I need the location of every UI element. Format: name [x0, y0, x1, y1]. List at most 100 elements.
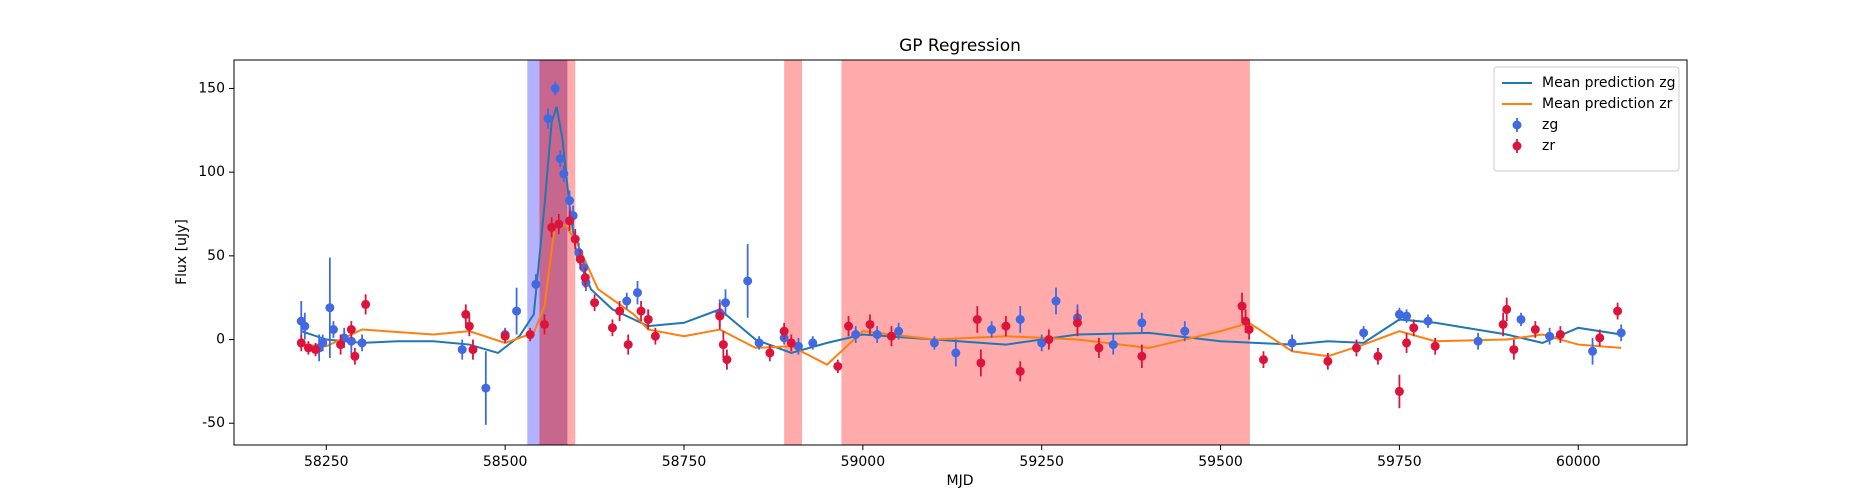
data-point: [1051, 296, 1061, 306]
legend-box: [1493, 66, 1680, 172]
x-tick-label: 60000: [1556, 454, 1601, 470]
y-axis-label: Flux [uJy]: [174, 219, 190, 285]
data-point: [1015, 366, 1025, 376]
data-point: [615, 306, 625, 316]
data-point: [632, 288, 642, 298]
data-point: [1351, 343, 1361, 353]
data-point: [565, 216, 575, 226]
data-point: [1258, 355, 1268, 365]
data-point: [346, 336, 356, 346]
y-tick-label: 0: [216, 332, 225, 348]
data-point: [325, 303, 335, 313]
data-point: [1037, 338, 1047, 348]
data-point: [1287, 338, 1297, 348]
data-point: [844, 321, 854, 331]
legend-label: zr: [1542, 138, 1555, 154]
data-point: [539, 319, 549, 329]
data-point: [1588, 346, 1598, 356]
data-point: [525, 330, 535, 340]
data-point: [765, 348, 775, 358]
legend-label: zg: [1542, 117, 1558, 133]
data-point: [754, 338, 764, 348]
data-point: [357, 338, 367, 348]
data-point: [976, 358, 986, 368]
data-point: [1473, 336, 1483, 346]
data-point: [1430, 341, 1440, 351]
data-point: [987, 325, 997, 334]
x-tick-label: 58250: [304, 454, 349, 470]
plot-area: [296, 60, 1626, 445]
data-point: [622, 296, 632, 306]
shaded-span: [841, 60, 1250, 445]
legend-swatch: [1512, 141, 1522, 151]
data-point: [1545, 331, 1555, 341]
y-tick-label: 50: [207, 248, 225, 264]
data-point: [1516, 314, 1526, 324]
data-point: [1015, 314, 1025, 324]
data-point: [1613, 306, 1623, 316]
data-point: [972, 314, 982, 324]
data-point: [1137, 318, 1147, 328]
data-point: [722, 355, 732, 365]
shaded-span: [539, 60, 568, 445]
data-point: [550, 83, 560, 93]
data-point: [1072, 318, 1082, 328]
data-point: [555, 154, 565, 164]
data-point: [1555, 330, 1565, 340]
x-tick-label: 59000: [841, 454, 886, 470]
data-point: [718, 340, 728, 350]
data-point: [570, 234, 580, 244]
data-point: [1498, 319, 1508, 329]
data-point: [833, 361, 843, 371]
data-point: [1394, 386, 1404, 396]
data-point: [575, 254, 585, 264]
data-point: [1244, 325, 1254, 334]
data-point: [350, 351, 360, 361]
data-point: [808, 338, 818, 348]
data-point: [1359, 328, 1369, 338]
data-point: [1509, 345, 1519, 355]
data-point: [951, 348, 961, 358]
data-point: [565, 196, 575, 206]
data-point: [559, 169, 569, 179]
x-axis-label: MJD: [947, 473, 974, 489]
x-tick-label: 59500: [1198, 454, 1243, 470]
data-point: [531, 279, 541, 289]
mean-line: [300, 106, 1622, 355]
data-point: [512, 306, 522, 316]
data-point: [590, 298, 600, 308]
y-tick-label: 100: [198, 164, 225, 180]
x-tick-label: 59250: [1019, 454, 1064, 470]
legend-label: Mean prediction zr: [1542, 96, 1673, 112]
data-point: [743, 276, 753, 286]
data-point: [300, 321, 310, 331]
data-point: [623, 340, 633, 350]
data-point: [1595, 333, 1605, 343]
data-point: [894, 326, 904, 336]
data-point: [1237, 301, 1247, 311]
data-point: [303, 343, 313, 353]
data-point: [872, 330, 882, 340]
shaded-span: [527, 60, 540, 445]
data-point: [1423, 316, 1433, 326]
data-point: [580, 273, 590, 283]
data-point: [1402, 311, 1412, 321]
data-point: [1402, 338, 1412, 348]
data-point: [1394, 309, 1404, 319]
data-point: [1137, 351, 1147, 361]
data-point: [650, 331, 660, 341]
chart-title: GP Regression: [899, 36, 1021, 56]
data-point: [1373, 351, 1383, 361]
data-point: [865, 319, 875, 329]
data-point: [1323, 356, 1333, 366]
data-point: [786, 338, 796, 348]
legend-swatch: [1512, 120, 1522, 130]
data-point: [543, 114, 553, 124]
data-point: [643, 314, 653, 324]
y-tick-label: -50: [202, 415, 225, 431]
data-point: [793, 341, 803, 351]
x-tick-label: 58750: [662, 454, 707, 470]
data-point: [311, 345, 321, 355]
x-tick-label: 58500: [483, 454, 528, 470]
data-point: [1180, 326, 1190, 336]
